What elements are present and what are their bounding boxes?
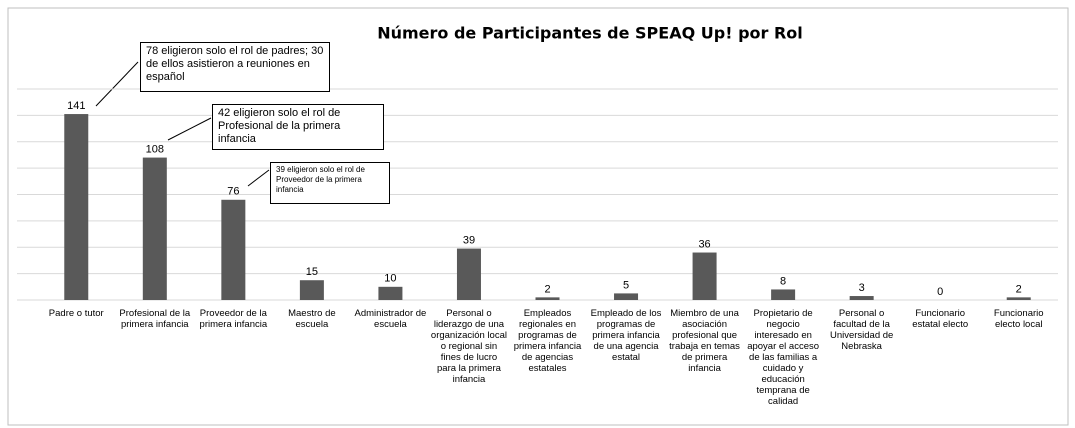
value-label: 3 — [859, 282, 865, 294]
x-tick-label: Funcionario estatal electo — [912, 308, 969, 330]
value-label: 76 — [227, 186, 239, 198]
x-tick-label: Personal o facultad de la Universidad de… — [829, 308, 894, 352]
bar — [614, 293, 639, 300]
annotation-line — [95, 61, 139, 107]
value-label: 141 — [67, 100, 85, 112]
x-tick-label: Miembro de una asociación profesional qu… — [669, 308, 740, 374]
bar — [221, 199, 246, 300]
bar — [142, 157, 167, 300]
x-tick-label: Proveedor de la primera infancia — [199, 308, 268, 330]
bar — [64, 114, 89, 301]
x-tick-label: Profesional de la primera infancia — [119, 308, 191, 330]
x-tick-label: Maestro de escuela — [288, 308, 336, 330]
chart-title: Número de Participantes de SPEAQ Up! por… — [377, 24, 803, 43]
bar — [692, 252, 717, 300]
value-label: 39 — [463, 234, 475, 246]
bar — [849, 296, 874, 300]
annotation: 42 eligieron solo el rol de Profesional … — [212, 104, 384, 150]
x-tick-label: Padre o tutor — [48, 308, 104, 319]
value-label: 2 — [1016, 283, 1022, 295]
x-tick-label: Empleados regionales en programas de pri… — [513, 308, 582, 374]
bar — [535, 297, 560, 300]
annotation-line — [247, 169, 270, 187]
x-tick-label: Funcionario electo local — [993, 308, 1044, 330]
bar — [771, 289, 796, 300]
value-label: 2 — [544, 283, 550, 295]
x-tick-label: Personal o liderazgo de una organización… — [430, 308, 507, 385]
value-label: 15 — [306, 266, 318, 278]
annotation: 39 eligieron solo el rol de Proveedor de… — [270, 162, 390, 204]
chart-border — [7, 7, 1069, 426]
annotation-line — [167, 117, 212, 141]
x-tick-label: Propietario de negocio interesado en apo… — [747, 308, 820, 407]
value-label: 108 — [146, 143, 164, 155]
bar — [456, 248, 481, 300]
value-label: 36 — [698, 238, 710, 250]
bar — [1006, 297, 1031, 300]
bar — [299, 280, 324, 300]
value-label: 5 — [623, 279, 629, 291]
annotation: 78 eligieron solo el rol de padres; 30 d… — [140, 42, 330, 92]
bar — [378, 286, 403, 300]
value-label: 10 — [384, 273, 396, 285]
value-label: 8 — [780, 275, 786, 287]
x-tick-label: Empleado de los programas de primera inf… — [590, 308, 662, 363]
value-label: 0 — [937, 286, 943, 298]
x-tick-label: Administrador de escuela — [354, 308, 427, 330]
